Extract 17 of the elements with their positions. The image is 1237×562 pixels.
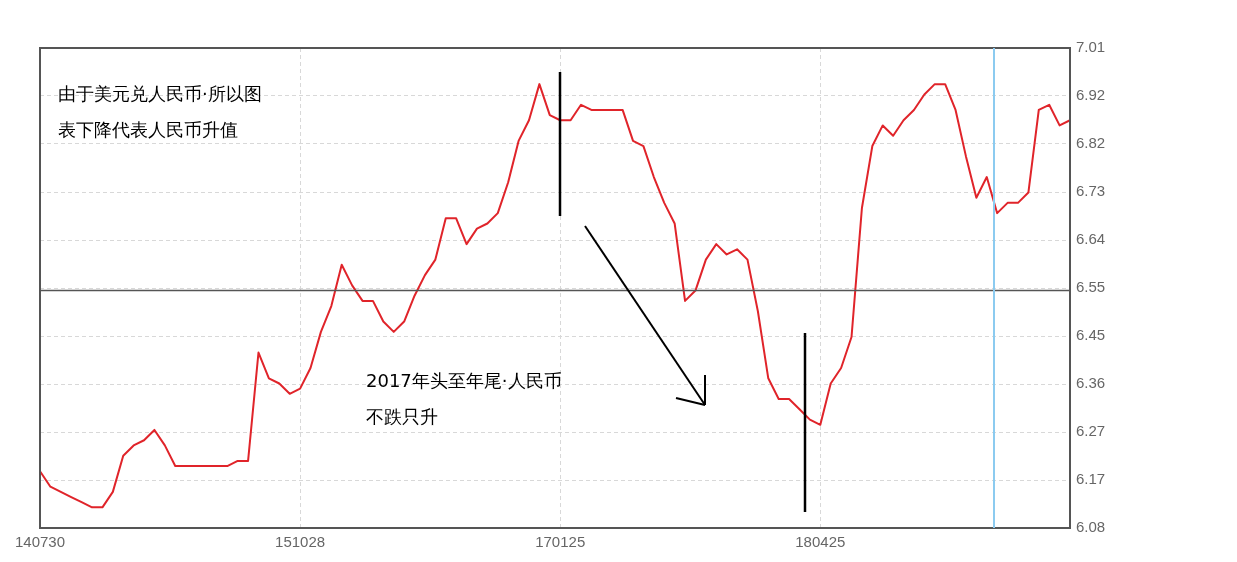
x-tick-label: 140730 [14,533,66,551]
y-tick-label: 6.17 [1076,470,1106,488]
y-tick-label: 6.92 [1076,86,1106,104]
y-tick-label: 6.82 [1076,134,1106,152]
y-tick-label: 6.45 [1076,326,1106,344]
x-tick-label: 180425 [795,533,846,551]
y-tick-label: 6.55 [1076,278,1106,296]
y-tick-label: 7.01 [1076,38,1106,56]
x-tick-label: 151028 [275,533,326,551]
y-tick-label: 6.64 [1076,230,1106,248]
annotation: 2017年头至年尾·人民币不跌只升 [366,369,563,429]
y-tick-label: 6.73 [1076,182,1106,200]
y-tick-label: 6.36 [1076,374,1106,392]
x-tick-label: 170125 [535,533,586,551]
y-tick-label: 6.08 [1076,518,1106,536]
y-tick-label: 6.27 [1076,422,1106,440]
annotation: 由于美元兑人民币·所以图表下降代表人民币升值 [58,82,263,142]
